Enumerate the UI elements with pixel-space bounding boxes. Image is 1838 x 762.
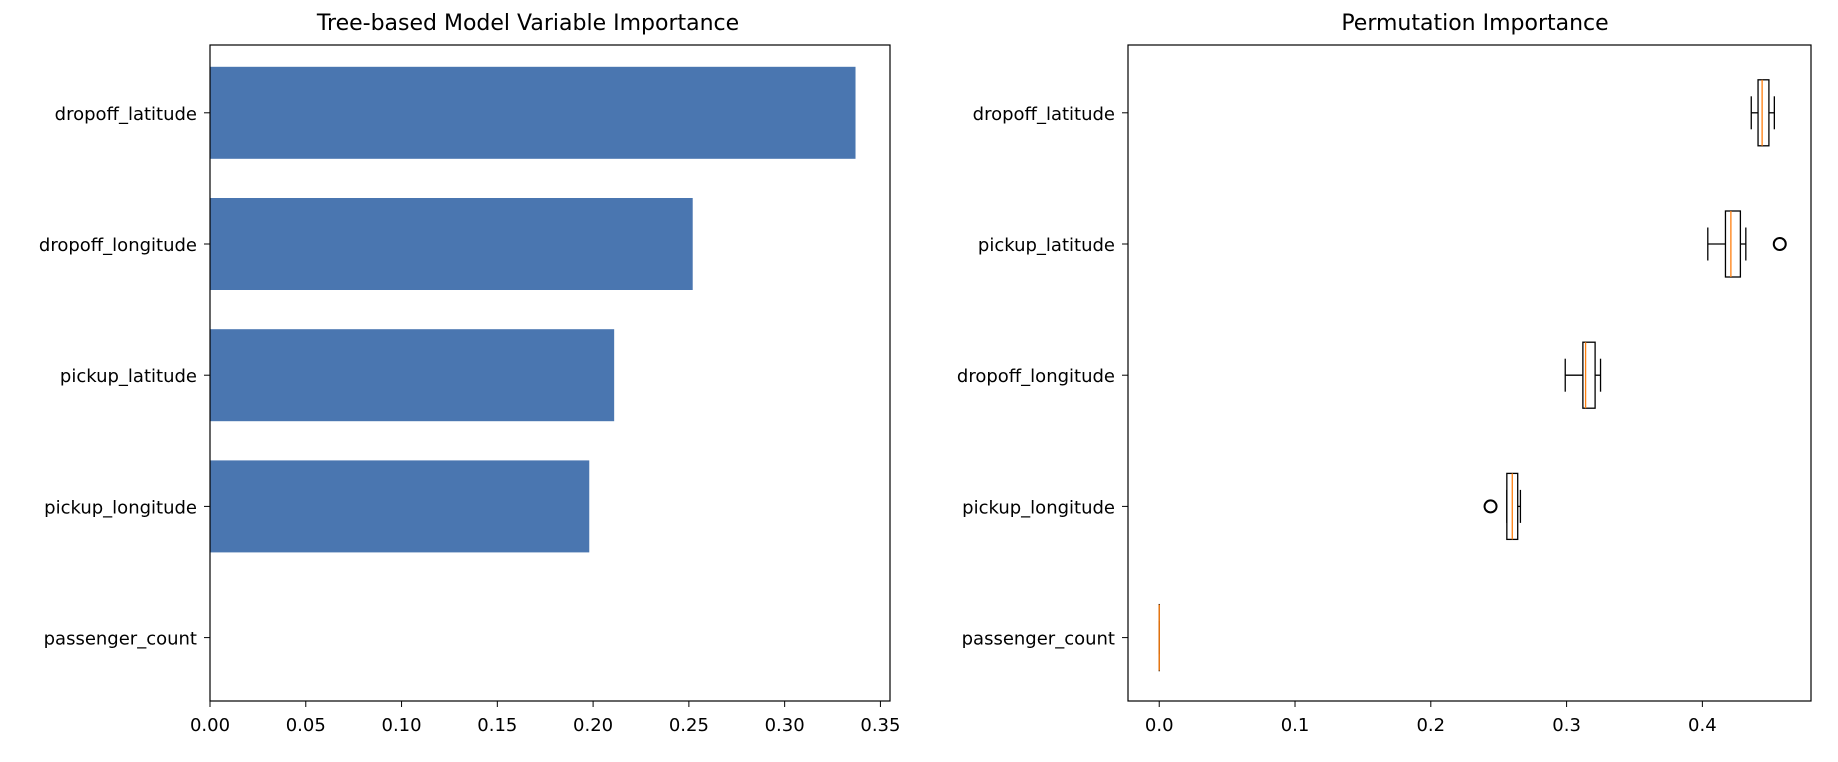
x-tick-label: 0.25 [669,715,709,736]
x-tick-label: 0.10 [382,715,422,736]
chart-title: Permutation Importance [1341,11,1608,36]
bar-pickup_longitude [210,460,590,553]
x-tick-label: 0.15 [477,715,517,736]
permutation-importance-chart: Permutation Importance dropoff_latitudep… [957,11,1812,736]
y-tick-label: passenger_count [962,629,1115,650]
box-pickup_longitude [1483,472,1522,541]
plot-frame [209,44,891,702]
y-tick-label: dropoff_latitude [55,104,197,125]
bar-pickup_latitude [210,329,615,422]
x-tick-label: 0.20 [573,715,613,736]
box-pickup_latitude [1707,210,1787,278]
x-tick-label: 0.00 [190,715,230,736]
bars [210,66,856,553]
y-axis-ticks: dropoff_latitude dropoff_longitude pickup_… [39,104,210,650]
box-iqr [1757,79,1770,147]
x-axis-ticks: 0.00 0.05 0.10 0.15 0.20 0.25 0.30 0.35 [190,701,900,736]
x-tick-label: 0.2 [1416,715,1445,736]
y-axis-ticks: dropoff_latitude pickup_latitude dropoff_l… [957,104,1128,650]
chart-title: Tree-based Model Variable Importance [316,11,739,36]
bar-dropoff_longitude [210,198,693,290]
boxes [1158,79,1787,672]
y-tick-label: pickup_latitude [978,235,1115,256]
x-tick-label: 0.0 [1145,715,1174,736]
tree-importance-chart: Tree-based Model Variable Importance dro… [39,11,901,736]
outlier-point [1483,499,1498,514]
box-iqr [1582,341,1596,409]
y-tick-label: pickup_longitude [44,497,197,518]
outlier-point [1772,237,1787,251]
x-tick-label: 0.3 [1552,715,1581,736]
y-tick-label: dropoff_longitude [957,366,1115,387]
box-dropoff_longitude [1564,341,1602,409]
y-tick-label: pickup_longitude [962,497,1115,518]
x-tick-label: 0.1 [1281,715,1310,736]
box-dropoff_latitude [1750,79,1775,147]
y-tick-label: pickup_latitude [60,366,197,387]
y-tick-label: passenger_count [44,629,197,650]
box-iqr [1724,210,1742,278]
bar-dropoff_latitude [210,66,856,159]
x-axis-ticks: 0.0 0.1 0.2 0.3 0.4 [1145,701,1717,736]
x-tick-label: 0.35 [860,715,900,736]
y-tick-label: dropoff_latitude [973,104,1115,125]
y-tick-label: dropoff_longitude [39,235,197,256]
x-tick-label: 0.05 [286,715,326,736]
x-tick-label: 0.30 [765,715,805,736]
x-tick-label: 0.4 [1688,715,1717,736]
plot-frame [1127,44,1812,702]
